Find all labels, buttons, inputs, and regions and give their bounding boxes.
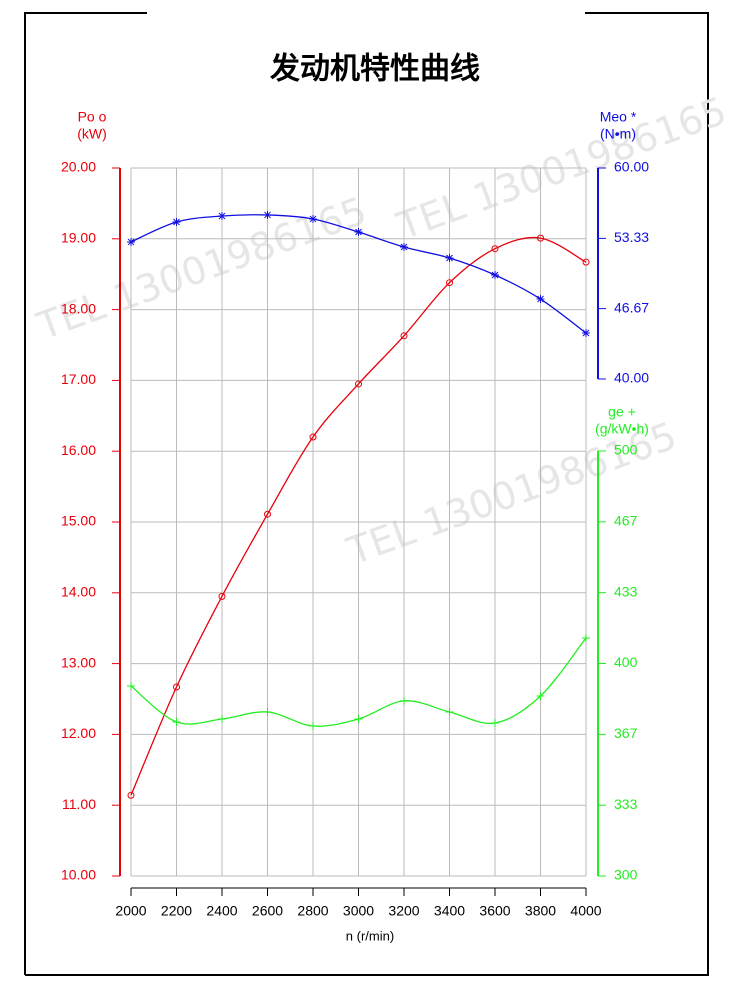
axis-title: ge + [608, 404, 636, 420]
y2-tick-label: 40.00 [614, 370, 649, 386]
marker [264, 510, 271, 518]
marker [445, 253, 454, 262]
y-tick-label: 19.00 [61, 230, 96, 246]
watermark: TEL 13001986165 [31, 188, 373, 348]
frame [24, 12, 709, 976]
marker [309, 721, 317, 730]
y3-tick-label: 500 [614, 442, 638, 458]
x-tick-label: 2600 [252, 903, 283, 919]
axis-unit: (g/kW•h) [595, 421, 649, 437]
y-tick-label: 15.00 [61, 513, 96, 529]
x-tick-label: 3600 [479, 903, 510, 919]
marker [400, 696, 408, 705]
y-tick-label: 12.00 [61, 725, 96, 741]
y2-tick-label: 60.00 [614, 159, 649, 175]
y3-tick-label: 333 [614, 796, 638, 812]
marker [309, 433, 317, 441]
x-tick-label: 4000 [570, 903, 601, 919]
y3-tick-label: 300 [614, 867, 638, 883]
marker [400, 243, 408, 252]
axis-unit: (kW) [77, 126, 107, 142]
marker [446, 279, 453, 287]
y3-tick-label: 467 [614, 513, 638, 529]
marker [127, 682, 135, 691]
marker [445, 707, 454, 716]
y-tick-label: 17.00 [61, 371, 96, 387]
x-tick-label: 2200 [161, 903, 192, 919]
watermark: TEL 13001986165 [341, 413, 683, 573]
y-tick-label: 20.00 [61, 159, 96, 175]
marker [354, 714, 363, 723]
y-tick-label: 18.00 [61, 300, 96, 316]
y-tick-label: 11.00 [62, 796, 96, 812]
marker [263, 707, 272, 716]
marker [355, 380, 362, 388]
marker [263, 210, 272, 219]
marker [536, 692, 545, 701]
marker [491, 270, 499, 279]
axis-title: Po o [78, 109, 107, 125]
axis-unit: (N•m) [600, 126, 636, 142]
y-tick-label: 10.00 [61, 867, 96, 883]
y-tick-label: 16.00 [61, 442, 96, 458]
marker [582, 258, 590, 266]
marker [582, 329, 590, 338]
x-tick-label: 3400 [434, 903, 465, 919]
marker [173, 683, 180, 691]
marker [172, 218, 181, 227]
y3-tick-label: 433 [614, 583, 638, 599]
marker [218, 592, 226, 600]
marker [582, 634, 590, 642]
marker [491, 719, 499, 727]
x-axis-label: n (r/min) [346, 928, 394, 943]
marker [127, 237, 135, 246]
marker [172, 717, 181, 726]
marker [400, 332, 408, 340]
marker [537, 234, 544, 242]
axis-title: Meo * [600, 109, 637, 125]
y-tick-label: 14.00 [61, 584, 96, 600]
x-tick-label: 2400 [206, 903, 237, 919]
chart-title: 发动机特性曲线 [269, 52, 480, 87]
marker [536, 295, 545, 304]
marker [354, 228, 363, 237]
y-tick-label: 13.00 [61, 654, 96, 670]
x-tick-label: 2800 [297, 903, 328, 919]
y2-tick-label: 46.67 [614, 299, 649, 315]
watermark: TEL 13001986165 [391, 88, 733, 248]
marker [309, 214, 317, 223]
series-line [130, 236, 587, 796]
marker [218, 212, 226, 221]
marker [127, 791, 135, 799]
marker [491, 245, 499, 253]
x-tick-label: 3000 [343, 903, 374, 919]
x-tick-label: 3800 [525, 903, 556, 919]
y3-tick-label: 400 [614, 654, 638, 670]
x-tick-label: 2000 [115, 903, 146, 919]
y2-tick-label: 53.33 [614, 229, 649, 245]
x-tick-label: 3200 [388, 903, 419, 919]
marker [218, 714, 226, 723]
y3-tick-label: 367 [614, 725, 638, 741]
